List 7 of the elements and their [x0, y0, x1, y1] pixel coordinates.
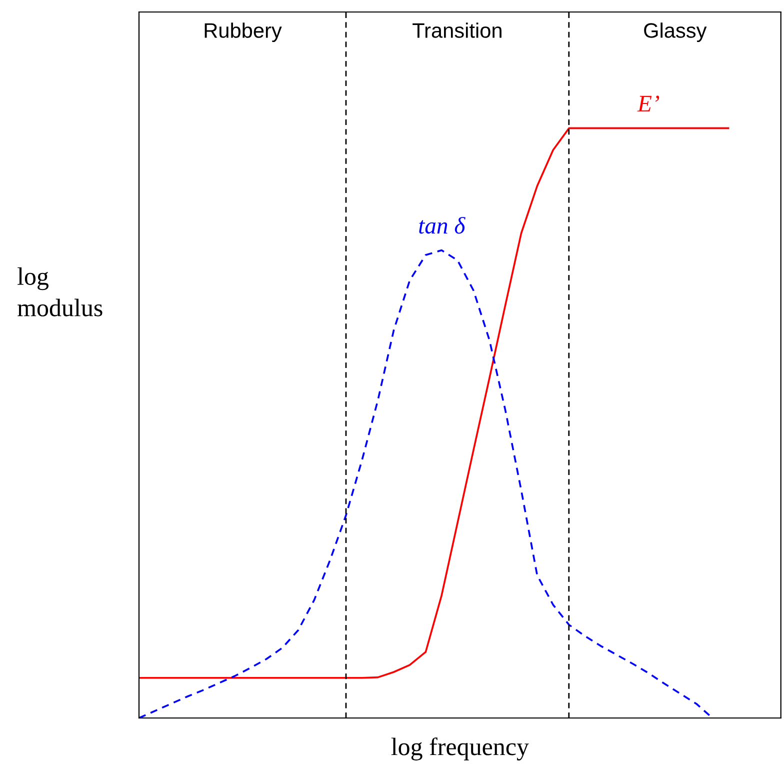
y-axis-title: log modulus	[18, 267, 102, 316]
x-axis-title: log frequency	[391, 737, 529, 760]
text: Transition	[412, 22, 502, 38]
text: Glassy	[644, 22, 707, 42]
series-label: tan δ	[419, 216, 466, 234]
text: Rubbery	[204, 22, 282, 42]
series-label: E’	[637, 96, 660, 112]
